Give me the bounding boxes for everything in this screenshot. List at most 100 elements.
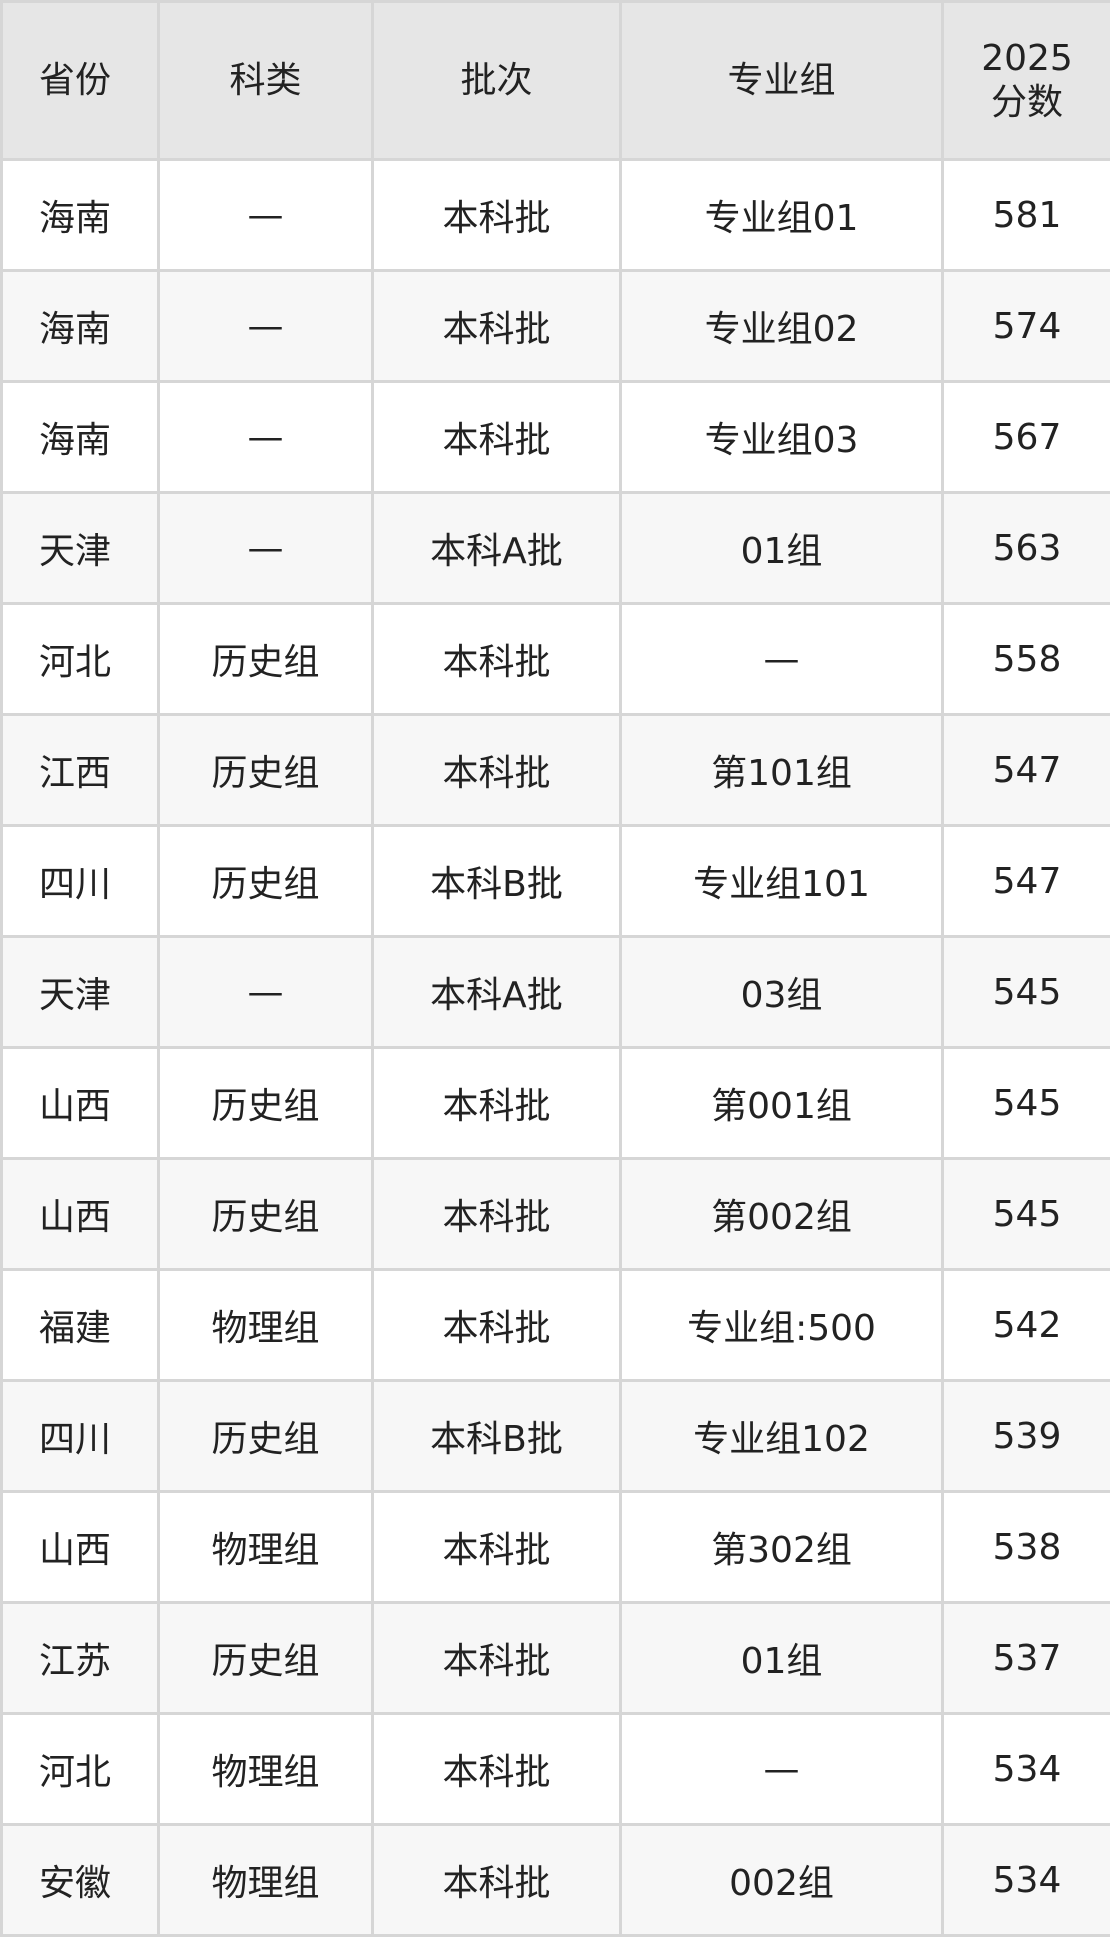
cell-province: 山西 — [0, 1490, 160, 1604]
table-row: 安徽 物理组 本科批 002组 534 — [0, 1823, 1110, 1937]
cell-province: 海南 — [0, 380, 160, 494]
header-score-year: 2025 — [981, 37, 1073, 79]
cell-batch: 本科批 — [371, 1157, 622, 1271]
cell-score: 563 — [941, 491, 1110, 605]
cell-batch: 本科批 — [371, 1712, 622, 1826]
cell-group: 专业组01 — [619, 158, 944, 272]
cell-subject: 物理组 — [157, 1712, 374, 1826]
table-row: 江苏 历史组 本科批 01组 537 — [0, 1601, 1110, 1715]
cell-score: 534 — [941, 1712, 1110, 1826]
cell-province: 福建 — [0, 1268, 160, 1382]
cell-province: 山西 — [0, 1046, 160, 1160]
cell-group: — — [619, 1712, 944, 1826]
cell-score: 567 — [941, 380, 1110, 494]
cell-subject: 历史组 — [157, 1046, 374, 1160]
cell-province: 天津 — [0, 935, 160, 1049]
cell-batch: 本科批 — [371, 1823, 622, 1937]
cell-score: 539 — [941, 1379, 1110, 1493]
cell-subject: — — [157, 158, 374, 272]
cell-province: 海南 — [0, 269, 160, 383]
table-row: 河北 物理组 本科批 —534 — [0, 1712, 1110, 1826]
header-batch: 批次 — [371, 0, 622, 161]
header-group: 专业组 — [619, 0, 944, 161]
cell-subject: — — [157, 380, 374, 494]
cell-group: 03组 — [619, 935, 944, 1049]
cell-province: 江苏 — [0, 1601, 160, 1715]
cell-subject: 历史组 — [157, 1379, 374, 1493]
header-subject: 科类 — [157, 0, 374, 161]
table-row: 四川 历史组 本科B批 专业组101 547 — [0, 824, 1110, 938]
cell-province: 天津 — [0, 491, 160, 605]
cell-batch: 本科批 — [371, 713, 622, 827]
cell-score: 545 — [941, 935, 1110, 1049]
table-row: 天津 — 本科A批 01组 563 — [0, 491, 1110, 605]
cell-score: 558 — [941, 602, 1110, 716]
cell-batch: 本科批 — [371, 380, 622, 494]
cell-score: 547 — [941, 713, 1110, 827]
cell-score: 538 — [941, 1490, 1110, 1604]
table-row: 河北 历史组 本科批 —558 — [0, 602, 1110, 716]
cell-batch: 本科批 — [371, 158, 622, 272]
cell-score: 574 — [941, 269, 1110, 383]
cell-group: 专业组101 — [619, 824, 944, 938]
cell-batch: 本科B批 — [371, 1379, 622, 1493]
table-row: 天津 — 本科A批 03组 545 — [0, 935, 1110, 1049]
cell-subject: 物理组 — [157, 1823, 374, 1937]
cell-province: 山西 — [0, 1157, 160, 1271]
cell-batch: 本科B批 — [371, 824, 622, 938]
cell-score: 581 — [941, 158, 1110, 272]
cell-group: — — [619, 602, 944, 716]
table-row: 福建 物理组 本科批 专业组:500 542 — [0, 1268, 1110, 1382]
cell-batch: 本科批 — [371, 1601, 622, 1715]
cell-subject: — — [157, 269, 374, 383]
table-row: 山西 历史组 本科批 第002组 545 — [0, 1157, 1110, 1271]
cell-score: 542 — [941, 1268, 1110, 1382]
table-row: 四川 历史组 本科B批 专业组102 539 — [0, 1379, 1110, 1493]
table-row: 江西 历史组 本科批 第101组 547 — [0, 713, 1110, 827]
header-score-label: 分数 — [990, 81, 1063, 123]
cell-score: 545 — [941, 1157, 1110, 1271]
cell-subject: 物理组 — [157, 1490, 374, 1604]
cell-subject: 历史组 — [157, 1157, 374, 1271]
cell-province: 江西 — [0, 713, 160, 827]
cell-group: 第001组 — [619, 1046, 944, 1160]
header-province: 省份 — [0, 0, 160, 161]
cell-group: 第002组 — [619, 1157, 944, 1271]
cell-group: 01组 — [619, 1601, 944, 1715]
cell-batch: 本科批 — [371, 1268, 622, 1382]
cell-subject: 物理组 — [157, 1268, 374, 1382]
table-row: 海南 — 本科批 专业组03 567 — [0, 380, 1110, 494]
header-score: 2025 分数 — [941, 0, 1110, 161]
table-row: 山西 物理组 本科批 第302组 538 — [0, 1490, 1110, 1604]
header-row: 省份 科类 批次 专业组 2025 分数 — [0, 0, 1110, 161]
cell-subject: 历史组 — [157, 1601, 374, 1715]
cell-province: 四川 — [0, 1379, 160, 1493]
cell-province: 四川 — [0, 824, 160, 938]
cell-batch: 本科批 — [371, 1490, 622, 1604]
cell-subject: 历史组 — [157, 824, 374, 938]
cell-score: 537 — [941, 1601, 1110, 1715]
cell-group: 002组 — [619, 1823, 944, 1937]
table-row: 山西 历史组 本科批 第001组 545 — [0, 1046, 1110, 1160]
cell-score: 547 — [941, 824, 1110, 938]
cell-group: 第101组 — [619, 713, 944, 827]
cell-province: 河北 — [0, 602, 160, 716]
cell-batch: 本科A批 — [371, 491, 622, 605]
cell-group: 第302组 — [619, 1490, 944, 1604]
cell-batch: 本科批 — [371, 602, 622, 716]
cell-group: 专业组03 — [619, 380, 944, 494]
cell-province: 安徽 — [0, 1823, 160, 1937]
cell-score: 545 — [941, 1046, 1110, 1160]
cell-score: 534 — [941, 1823, 1110, 1937]
cell-subject: — — [157, 935, 374, 1049]
cell-group: 专业组102 — [619, 1379, 944, 1493]
cell-group: 专业组02 — [619, 269, 944, 383]
cell-batch: 本科批 — [371, 269, 622, 383]
cell-group: 01组 — [619, 491, 944, 605]
cell-province: 河北 — [0, 1712, 160, 1826]
cell-subject: 历史组 — [157, 602, 374, 716]
table-row: 海南 — 本科批 专业组02 574 — [0, 269, 1110, 383]
cell-batch: 本科批 — [371, 1046, 622, 1160]
cell-group: 专业组:500 — [619, 1268, 944, 1382]
